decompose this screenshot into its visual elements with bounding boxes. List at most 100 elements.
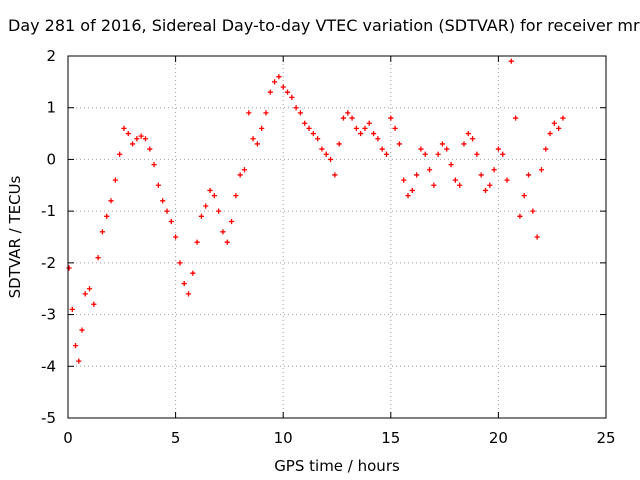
- data-point: [366, 120, 372, 126]
- data-point: [177, 260, 183, 266]
- data-point: [220, 229, 226, 235]
- data-point: [125, 130, 131, 137]
- y-tick-label: -4: [41, 357, 56, 375]
- data-point: [160, 198, 166, 204]
- data-point: [513, 115, 519, 121]
- data-point: [388, 115, 394, 121]
- data-point: [121, 125, 127, 131]
- data-point: [289, 94, 295, 100]
- data-point: [375, 136, 381, 142]
- data-point: [168, 218, 174, 225]
- data-point: [95, 255, 101, 261]
- data-point: [340, 115, 347, 121]
- data-point: [439, 141, 446, 147]
- data-point: [551, 120, 557, 126]
- data-point: [79, 327, 85, 333]
- data-point: [487, 182, 493, 188]
- data-point: [151, 162, 157, 168]
- data-point: [444, 146, 450, 152]
- data-point: [194, 239, 200, 245]
- data-point: [276, 74, 282, 80]
- chart-title: Day 281 of 2016, Sidereal Day-to-day VTE…: [8, 16, 640, 35]
- data-point: [185, 291, 192, 297]
- data-point: [138, 133, 144, 139]
- data-point: [332, 172, 338, 178]
- data-point: [280, 84, 286, 90]
- data-point: [203, 203, 209, 209]
- data-point: [362, 125, 368, 131]
- data-point: [323, 151, 329, 157]
- data-point: [465, 130, 471, 137]
- data-point: [254, 141, 260, 147]
- data-point: [147, 146, 153, 152]
- y-tick-label: -1: [41, 202, 56, 220]
- data-point: [117, 151, 123, 157]
- data-point: [72, 343, 79, 349]
- data-point: [173, 234, 179, 240]
- data-point: [211, 193, 217, 199]
- data-point: [181, 280, 187, 287]
- data-point: [66, 265, 72, 271]
- data-point: [336, 141, 342, 147]
- data-point: [319, 146, 325, 152]
- data-point: [491, 167, 497, 173]
- data-point: [198, 213, 205, 219]
- data-point: [237, 172, 243, 178]
- data-point: [521, 193, 527, 199]
- data-point: [353, 125, 359, 131]
- data-point: [207, 187, 213, 194]
- data-point: [267, 89, 273, 95]
- data-point: [392, 125, 398, 131]
- y-tick-label: -3: [41, 306, 56, 324]
- data-point: [469, 136, 476, 142]
- data-point: [534, 234, 540, 240]
- data-point: [76, 358, 82, 364]
- y-tick-label: 2: [46, 47, 56, 65]
- x-tick-label: 0: [63, 429, 73, 447]
- data-point: [315, 136, 321, 142]
- data-point: [250, 136, 256, 142]
- data-point: [435, 151, 441, 157]
- data-point: [233, 193, 239, 199]
- data-point: [418, 146, 424, 152]
- data-point: [263, 110, 269, 116]
- data-point: [112, 177, 118, 183]
- data-point: [259, 125, 265, 131]
- data-point: [414, 172, 420, 178]
- x-axis-label: GPS time / hours: [274, 457, 400, 475]
- plot-frame: [67, 55, 607, 419]
- data-point: [474, 151, 480, 157]
- data-point: [358, 130, 364, 137]
- data-point: [401, 177, 407, 183]
- data-point: [556, 125, 562, 131]
- data-point: [164, 208, 170, 214]
- data-point: [306, 125, 312, 131]
- data-point: [370, 130, 377, 137]
- data-point: [431, 182, 437, 188]
- x-tick-label: 20: [489, 429, 508, 447]
- axis-ticks: 0 5 10 15 20 25 -5 -4 -3 -2 -1 0 1 2: [41, 47, 616, 447]
- data-point: [155, 182, 161, 188]
- x-tick-label: 5: [171, 429, 181, 447]
- data-point: [297, 110, 304, 116]
- data-point: [86, 286, 93, 292]
- data-point: [379, 146, 385, 152]
- data-point: [349, 115, 355, 121]
- data-point: [560, 115, 566, 121]
- data-point: [426, 167, 433, 173]
- data-point: [246, 110, 252, 116]
- y-tick-label: -2: [41, 254, 56, 272]
- x-tick-label: 25: [596, 429, 615, 447]
- data-point: [504, 177, 510, 183]
- data-point: [508, 58, 514, 64]
- data-point: [525, 172, 532, 178]
- data-point: [345, 110, 351, 116]
- data-point: [517, 213, 523, 219]
- data-point: [91, 301, 97, 307]
- data-point: [409, 187, 415, 194]
- data-point: [108, 198, 114, 204]
- x-tick-label: 15: [381, 429, 400, 447]
- data-point: [228, 218, 235, 225]
- data-point: [190, 270, 196, 276]
- data-point: [461, 141, 467, 147]
